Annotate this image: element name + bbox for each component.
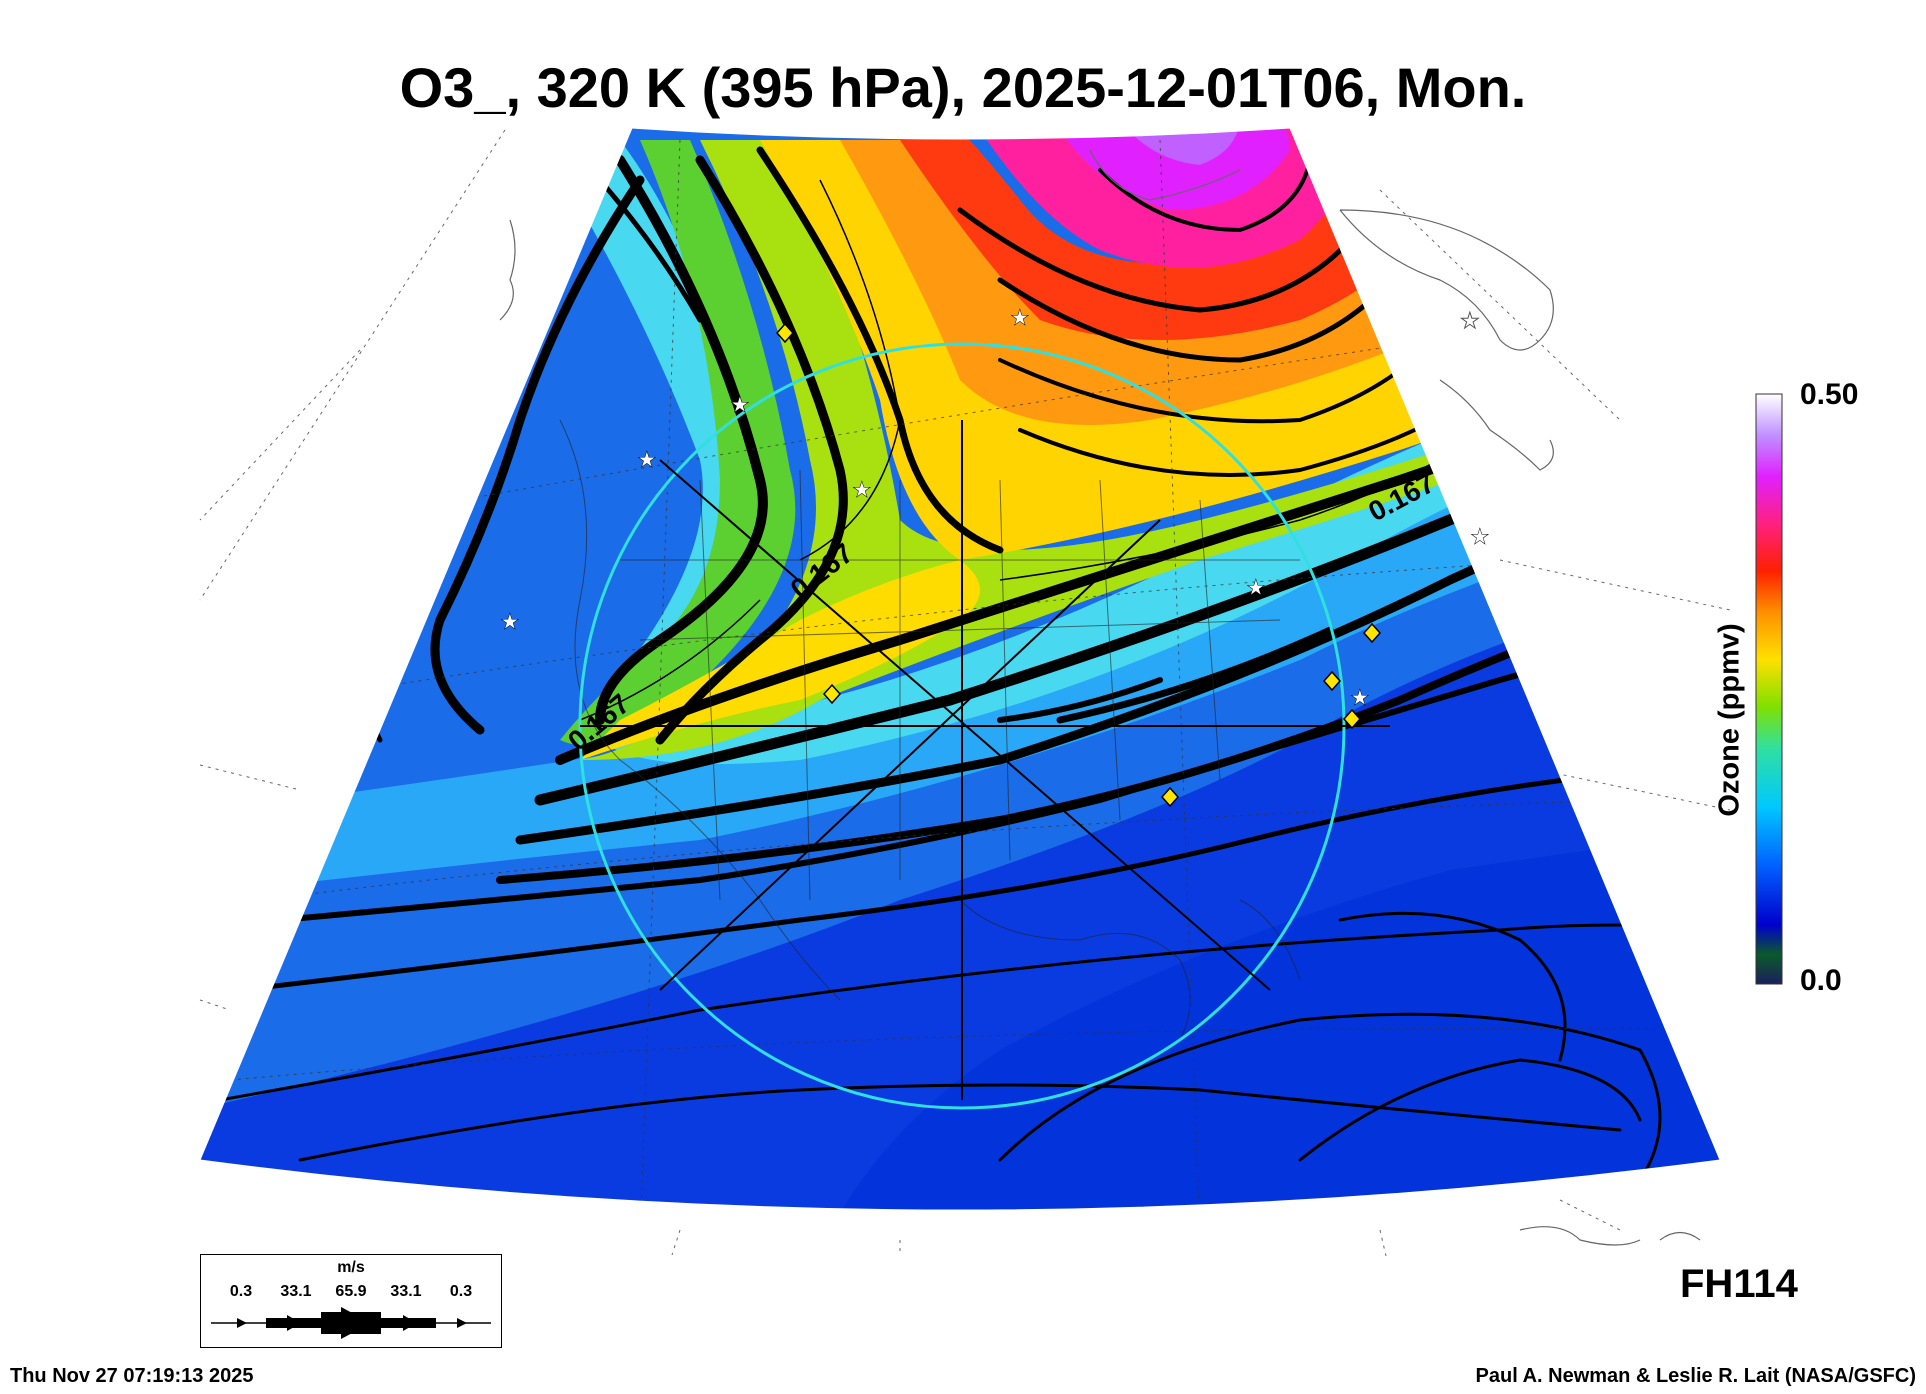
graticule-inner <box>229 139 1701 1210</box>
white-star-icon: ★ <box>1010 305 1030 330</box>
map-title: O3_, 320 K (395 hPa), 2025-12-01T06, Mon… <box>399 56 1527 119</box>
white-star-icon: ★ <box>500 609 520 634</box>
wind-legend-value: 65.9 <box>335 1283 367 1300</box>
white-star-markers: ★ ★ ★ ★ ★ ★ ★ ★ <box>500 305 1490 711</box>
colorbar-title: Ozone (ppmv) <box>1713 623 1746 817</box>
yellow-diamond-markers <box>775 322 1382 808</box>
map-border <box>199 127 1721 1211</box>
colorbar <box>1755 393 1783 985</box>
wind-legend-value: 0.3 <box>229 1283 253 1300</box>
white-star-icon: ★ <box>637 447 657 472</box>
white-star-icon: ★ <box>1246 575 1266 600</box>
timestamp: Thu Nov 27 07:19:13 2025 <box>10 1365 254 1387</box>
wind-legend-value: 33.1 <box>280 1283 312 1300</box>
yellow-diamond-icon <box>1322 670 1342 692</box>
wind-legend-unit: m/s <box>337 1259 365 1276</box>
yellow-diamond-icon <box>775 322 795 344</box>
graticule-lines <box>199 129 1731 1257</box>
yellow-diamond-icon <box>1160 786 1180 808</box>
white-star-icon: ★ <box>852 477 872 502</box>
credit-text: Paul A. Newman & Leslie R. Lait (NASA/GS… <box>1475 1365 1916 1387</box>
colorbar-min-label: 0.0 <box>1800 964 1842 997</box>
yellow-diamond-icon <box>1362 622 1382 644</box>
forecast-hour-label: FH114 <box>1680 1262 1798 1306</box>
wind-legend: m/s 0.3 33.1 65.9 33.1 0.3 <box>200 1254 502 1348</box>
wind-legend-value: 0.3 <box>449 1283 473 1300</box>
crosshair <box>580 420 1390 1100</box>
boundary-lines <box>559 419 1301 1041</box>
outline-star-icon: ★ <box>1460 308 1480 333</box>
wind-legend-value: 33.1 <box>390 1283 422 1300</box>
white-star-icon: ★ <box>1470 524 1490 549</box>
white-star-icon: ★ <box>730 392 750 417</box>
ozone-field <box>200 128 1720 1210</box>
white-star-icon: ★ <box>1350 685 1370 710</box>
yellow-diamond-icon <box>1342 708 1362 730</box>
yellow-diamond-icon <box>822 683 842 705</box>
wind-legend-arrows <box>211 1307 491 1339</box>
colorbar-max-label: 0.50 <box>1800 378 1859 411</box>
coastline-outside <box>499 149 1701 1246</box>
